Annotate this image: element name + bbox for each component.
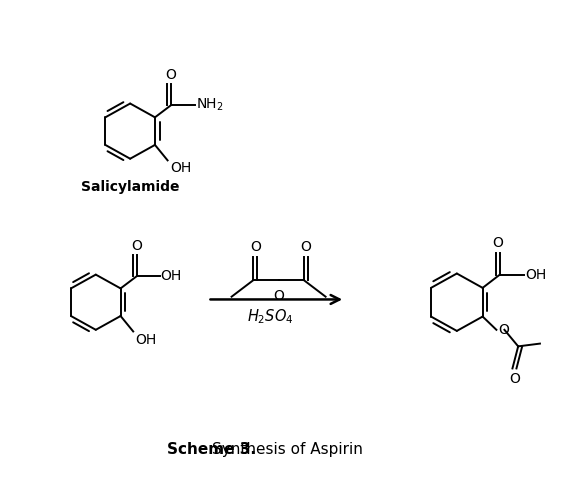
Text: Synthesis of Aspirin: Synthesis of Aspirin: [212, 442, 363, 457]
Text: O: O: [166, 68, 177, 82]
Text: Scheme 3.: Scheme 3.: [167, 442, 257, 457]
Text: OH: OH: [170, 161, 191, 175]
Text: NH$_2$: NH$_2$: [196, 97, 224, 114]
Text: O: O: [509, 372, 520, 386]
Text: OH: OH: [136, 333, 157, 347]
Text: OH: OH: [525, 268, 546, 282]
Text: $H_2SO_4$: $H_2SO_4$: [247, 308, 294, 327]
Text: O: O: [492, 236, 503, 250]
Text: Salicylamide: Salicylamide: [81, 180, 180, 194]
Text: O: O: [131, 239, 142, 253]
Text: O: O: [273, 289, 284, 303]
Text: OH: OH: [161, 269, 182, 283]
Text: O: O: [250, 240, 261, 254]
Text: O: O: [498, 323, 509, 337]
Text: O: O: [301, 240, 311, 254]
